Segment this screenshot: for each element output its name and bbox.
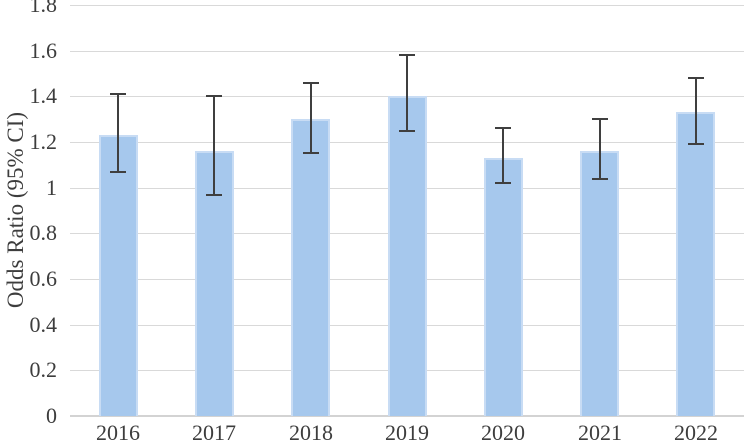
x-tick-label-2018: 2018: [289, 420, 333, 445]
error-bar-2021: [599, 119, 601, 178]
error-bar-cap-upper-2019: [399, 54, 415, 56]
gridline: [70, 51, 744, 52]
error-bar-cap-lower-2019: [399, 130, 415, 132]
x-axis-line: [70, 415, 744, 417]
error-bar-cap-lower-2016: [110, 171, 126, 173]
bar-2021: [580, 151, 619, 416]
error-bar-cap-upper-2016: [110, 93, 126, 95]
y-tick-label: 1.4: [29, 83, 58, 108]
x-tick-label-2017: 2017: [192, 420, 236, 445]
error-bar-cap-lower-2021: [592, 178, 608, 180]
bar-2016: [99, 135, 138, 416]
y-tick-label: 0.6: [29, 266, 58, 291]
bar-2018: [291, 119, 330, 416]
error-bar-2020: [502, 128, 504, 183]
x-tick-label-2022: 2022: [674, 420, 718, 445]
error-bar-cap-lower-2018: [303, 152, 319, 154]
error-bar-cap-upper-2020: [495, 127, 511, 129]
bar-2020: [484, 158, 523, 416]
error-bar-2016: [117, 94, 119, 172]
error-bar-cap-upper-2022: [688, 77, 704, 79]
y-tick-label: 0.4: [29, 312, 58, 337]
error-bar-2018: [310, 83, 312, 154]
error-bar-cap-lower-2020: [495, 182, 511, 184]
error-bar-cap-upper-2018: [303, 82, 319, 84]
x-axis-tick-labels: 2016 2017 2018 2019 2020 2021 2022: [70, 421, 744, 447]
y-tick-label: 0.8: [29, 220, 58, 245]
bar-2022: [676, 112, 715, 416]
y-tick-label: 0.2: [29, 357, 58, 382]
gridline: [70, 5, 744, 6]
error-bar-2022: [695, 78, 697, 144]
y-tick-label: 1.8: [29, 0, 58, 17]
error-bar-2017: [213, 96, 215, 194]
y-tick-label: 1.2: [29, 129, 58, 154]
bar-2019: [388, 96, 427, 416]
y-tick-label: 1: [46, 175, 57, 200]
x-tick-label-2020: 2020: [481, 420, 525, 445]
y-tick-label: 1.6: [29, 38, 58, 63]
x-tick-label-2016: 2016: [96, 420, 140, 445]
error-bar-cap-lower-2017: [206, 194, 222, 196]
error-bar-cap-upper-2021: [592, 118, 608, 120]
error-bar-cap-upper-2017: [206, 95, 222, 97]
y-tick-label: 0: [46, 403, 57, 428]
plot-area: [70, 5, 744, 417]
error-bar-cap-lower-2022: [688, 143, 704, 145]
x-tick-label-2019: 2019: [385, 420, 429, 445]
error-bar-2019: [406, 55, 408, 130]
y-axis-tick-labels: 0 0.2 0.4 0.6 0.8 1 1.2 1.4 1.6 1.8: [0, 0, 58, 447]
x-tick-label-2021: 2021: [578, 420, 622, 445]
